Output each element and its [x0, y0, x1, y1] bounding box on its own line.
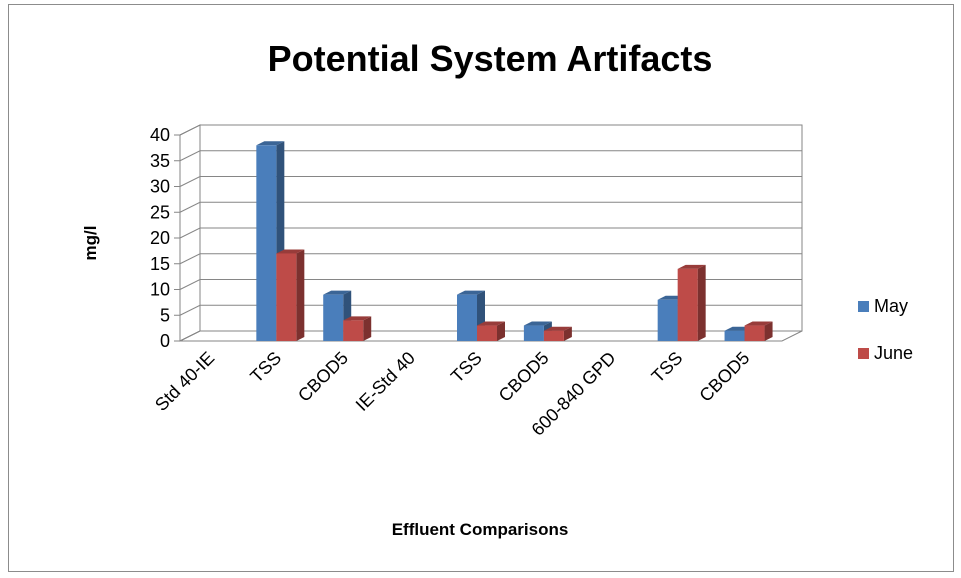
legend-swatch-may: [858, 301, 869, 312]
bar-june-7: [677, 264, 706, 341]
legend-label-june: June: [874, 343, 913, 363]
x-tick-label: Std 40-IE: [151, 348, 218, 415]
bar-front: [256, 145, 277, 341]
bar-side: [296, 249, 305, 341]
bar-june-4: [477, 321, 505, 341]
bar-june-1: [276, 249, 305, 341]
x-tick-label: IE-Std 40: [352, 348, 419, 415]
y-axis-title: mg/l: [81, 226, 100, 261]
y-tick-label: 30: [150, 177, 170, 197]
legend: May June: [858, 296, 913, 363]
bar-front: [323, 294, 344, 341]
y-tick-label: 35: [150, 151, 170, 171]
bar-top: [457, 290, 485, 295]
bar-side: [363, 316, 372, 341]
bar-front: [657, 299, 678, 341]
bar-top: [744, 321, 773, 326]
gridline: [179, 253, 802, 265]
bar-front: [457, 294, 477, 341]
bar-top: [256, 141, 285, 146]
gridline: [179, 330, 802, 342]
bar-front: [523, 325, 544, 341]
gridline: [179, 201, 802, 213]
x-tick-label: CBOD5: [294, 348, 352, 406]
x-tick-label: TSS: [447, 348, 486, 387]
bar-front: [724, 330, 745, 341]
bar-front: [343, 320, 364, 341]
bar-may-5: [523, 321, 552, 341]
y-tick-label: 15: [150, 254, 170, 274]
x-tick-label: TSS: [246, 348, 285, 387]
bars: [256, 141, 773, 341]
bar-front: [477, 325, 497, 341]
bar-june-2: [343, 316, 372, 341]
bar-top: [677, 264, 706, 269]
y-tick-label: 5: [160, 305, 170, 325]
bar-side: [697, 264, 706, 341]
y-tick-label: 25: [150, 202, 170, 222]
y-axis-ticks: 0 5 10 15 20 25 30 35 40: [150, 125, 170, 351]
bar-front: [744, 325, 765, 341]
bar-top: [543, 326, 572, 331]
bar-top: [477, 321, 505, 326]
x-tick-label: CBOD5: [695, 348, 753, 406]
y-tick-label: 20: [150, 228, 170, 248]
bar-front: [276, 253, 297, 341]
x-tick-label: TSS: [648, 348, 687, 387]
gridline: [179, 227, 802, 239]
bar-side: [764, 321, 773, 341]
bar-top: [343, 316, 372, 321]
gridline: [179, 176, 802, 187]
bar-front: [543, 330, 564, 341]
bar-top: [523, 321, 552, 326]
x-axis-ticks: Std 40-IE TSS CBOD5 IE-Std 40 TSS CBOD5600-84…: [151, 348, 753, 440]
gridline: [179, 279, 802, 290]
legend-swatch-june: [858, 348, 869, 359]
chart-title: Potential System Artifacts: [268, 38, 713, 79]
x-axis-title: Effluent Comparisons: [392, 520, 569, 539]
bar-top: [276, 249, 305, 254]
gridline: [179, 150, 802, 162]
bar-june-8: [744, 321, 773, 341]
bar-side: [563, 326, 572, 341]
bar-june-5: [543, 326, 572, 341]
gridline: [179, 304, 802, 316]
bar-side: [497, 321, 505, 341]
y-tick-label: 0: [160, 331, 170, 351]
legend-label-may: May: [874, 296, 908, 316]
gridline: [179, 124, 802, 136]
y-tick-label: 10: [150, 280, 170, 300]
bar-top: [323, 290, 352, 295]
x-tick-label: CBOD5: [495, 348, 553, 406]
gridlines: [174, 124, 802, 342]
y-tick-label: 40: [150, 125, 170, 145]
bar-front: [677, 268, 698, 341]
